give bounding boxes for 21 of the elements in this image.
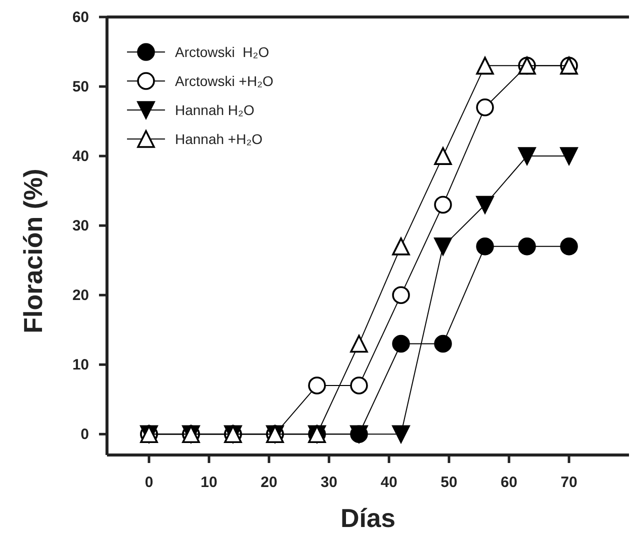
- legend-label: Hannah H₂O: [175, 102, 254, 118]
- y-tick-label: 10: [72, 356, 89, 374]
- legend-label: Arctowski +H₂O: [175, 73, 274, 89]
- y-tick-label: 30: [72, 218, 89, 235]
- y-axis-title: Floración (%): [18, 168, 48, 334]
- y-tick-label: 50: [72, 78, 89, 96]
- x-tick-label: 40: [380, 474, 398, 491]
- y-tick-label: 0: [80, 426, 89, 444]
- x-axis-title: Días: [340, 503, 396, 533]
- x-tick-label: 70: [560, 474, 578, 491]
- x-tick-label: 30: [320, 474, 338, 491]
- y-tick-label: 20: [72, 287, 89, 304]
- y-tick-label: 40: [72, 148, 89, 166]
- y-tick-label: 60: [72, 9, 89, 26]
- x-tick-label: 50: [440, 474, 458, 491]
- legend-label: Hannah +H₂O: [175, 131, 263, 147]
- legend-label: Arctowski H₂O: [175, 44, 270, 60]
- x-tick-label: 0: [144, 474, 154, 491]
- x-tick-label: 10: [200, 474, 218, 491]
- x-tick-label: 20: [260, 474, 278, 491]
- x-tick-label: 60: [500, 474, 518, 491]
